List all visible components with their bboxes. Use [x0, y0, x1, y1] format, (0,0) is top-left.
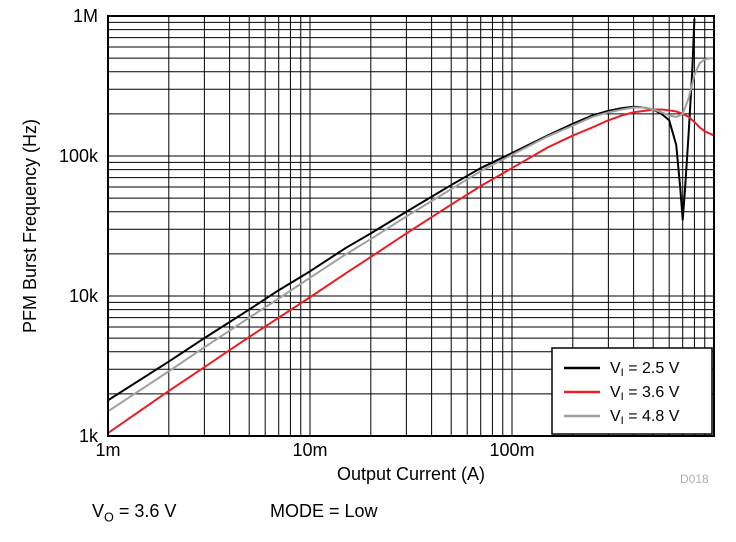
pfm-burst-frequency-chart: 1m 10m 100m 1k 10k 100k 1M Output Current (A) PF…	[0, 0, 736, 490]
svg-text:1k: 1k	[79, 426, 99, 446]
svg-text:10m: 10m	[292, 440, 327, 460]
svg-text:VI = 3.6 V: VI = 3.6 V	[610, 384, 680, 403]
svg-text:10k: 10k	[69, 286, 99, 306]
svg-text:1m: 1m	[95, 440, 120, 460]
svg-text:Output Current (A): Output Current (A)	[337, 464, 485, 484]
figure-id: D018	[680, 472, 709, 486]
annotation-vo: VO = 3.6 V	[92, 501, 176, 525]
svg-text:100k: 100k	[59, 146, 99, 166]
svg-text:100m: 100m	[489, 440, 534, 460]
annotation-mode: MODE = Low	[270, 501, 378, 522]
svg-text:PFM Burst Frequency (Hz): PFM Burst Frequency (Hz)	[20, 119, 40, 333]
svg-text:VI = 2.5 V: VI = 2.5 V	[610, 360, 680, 379]
svg-text:1M: 1M	[73, 6, 98, 26]
svg-text:VI = 4.8 V: VI = 4.8 V	[610, 408, 680, 427]
legend: VI = 2.5 V VI = 3.6 V VI = 4.8 V	[552, 348, 712, 434]
